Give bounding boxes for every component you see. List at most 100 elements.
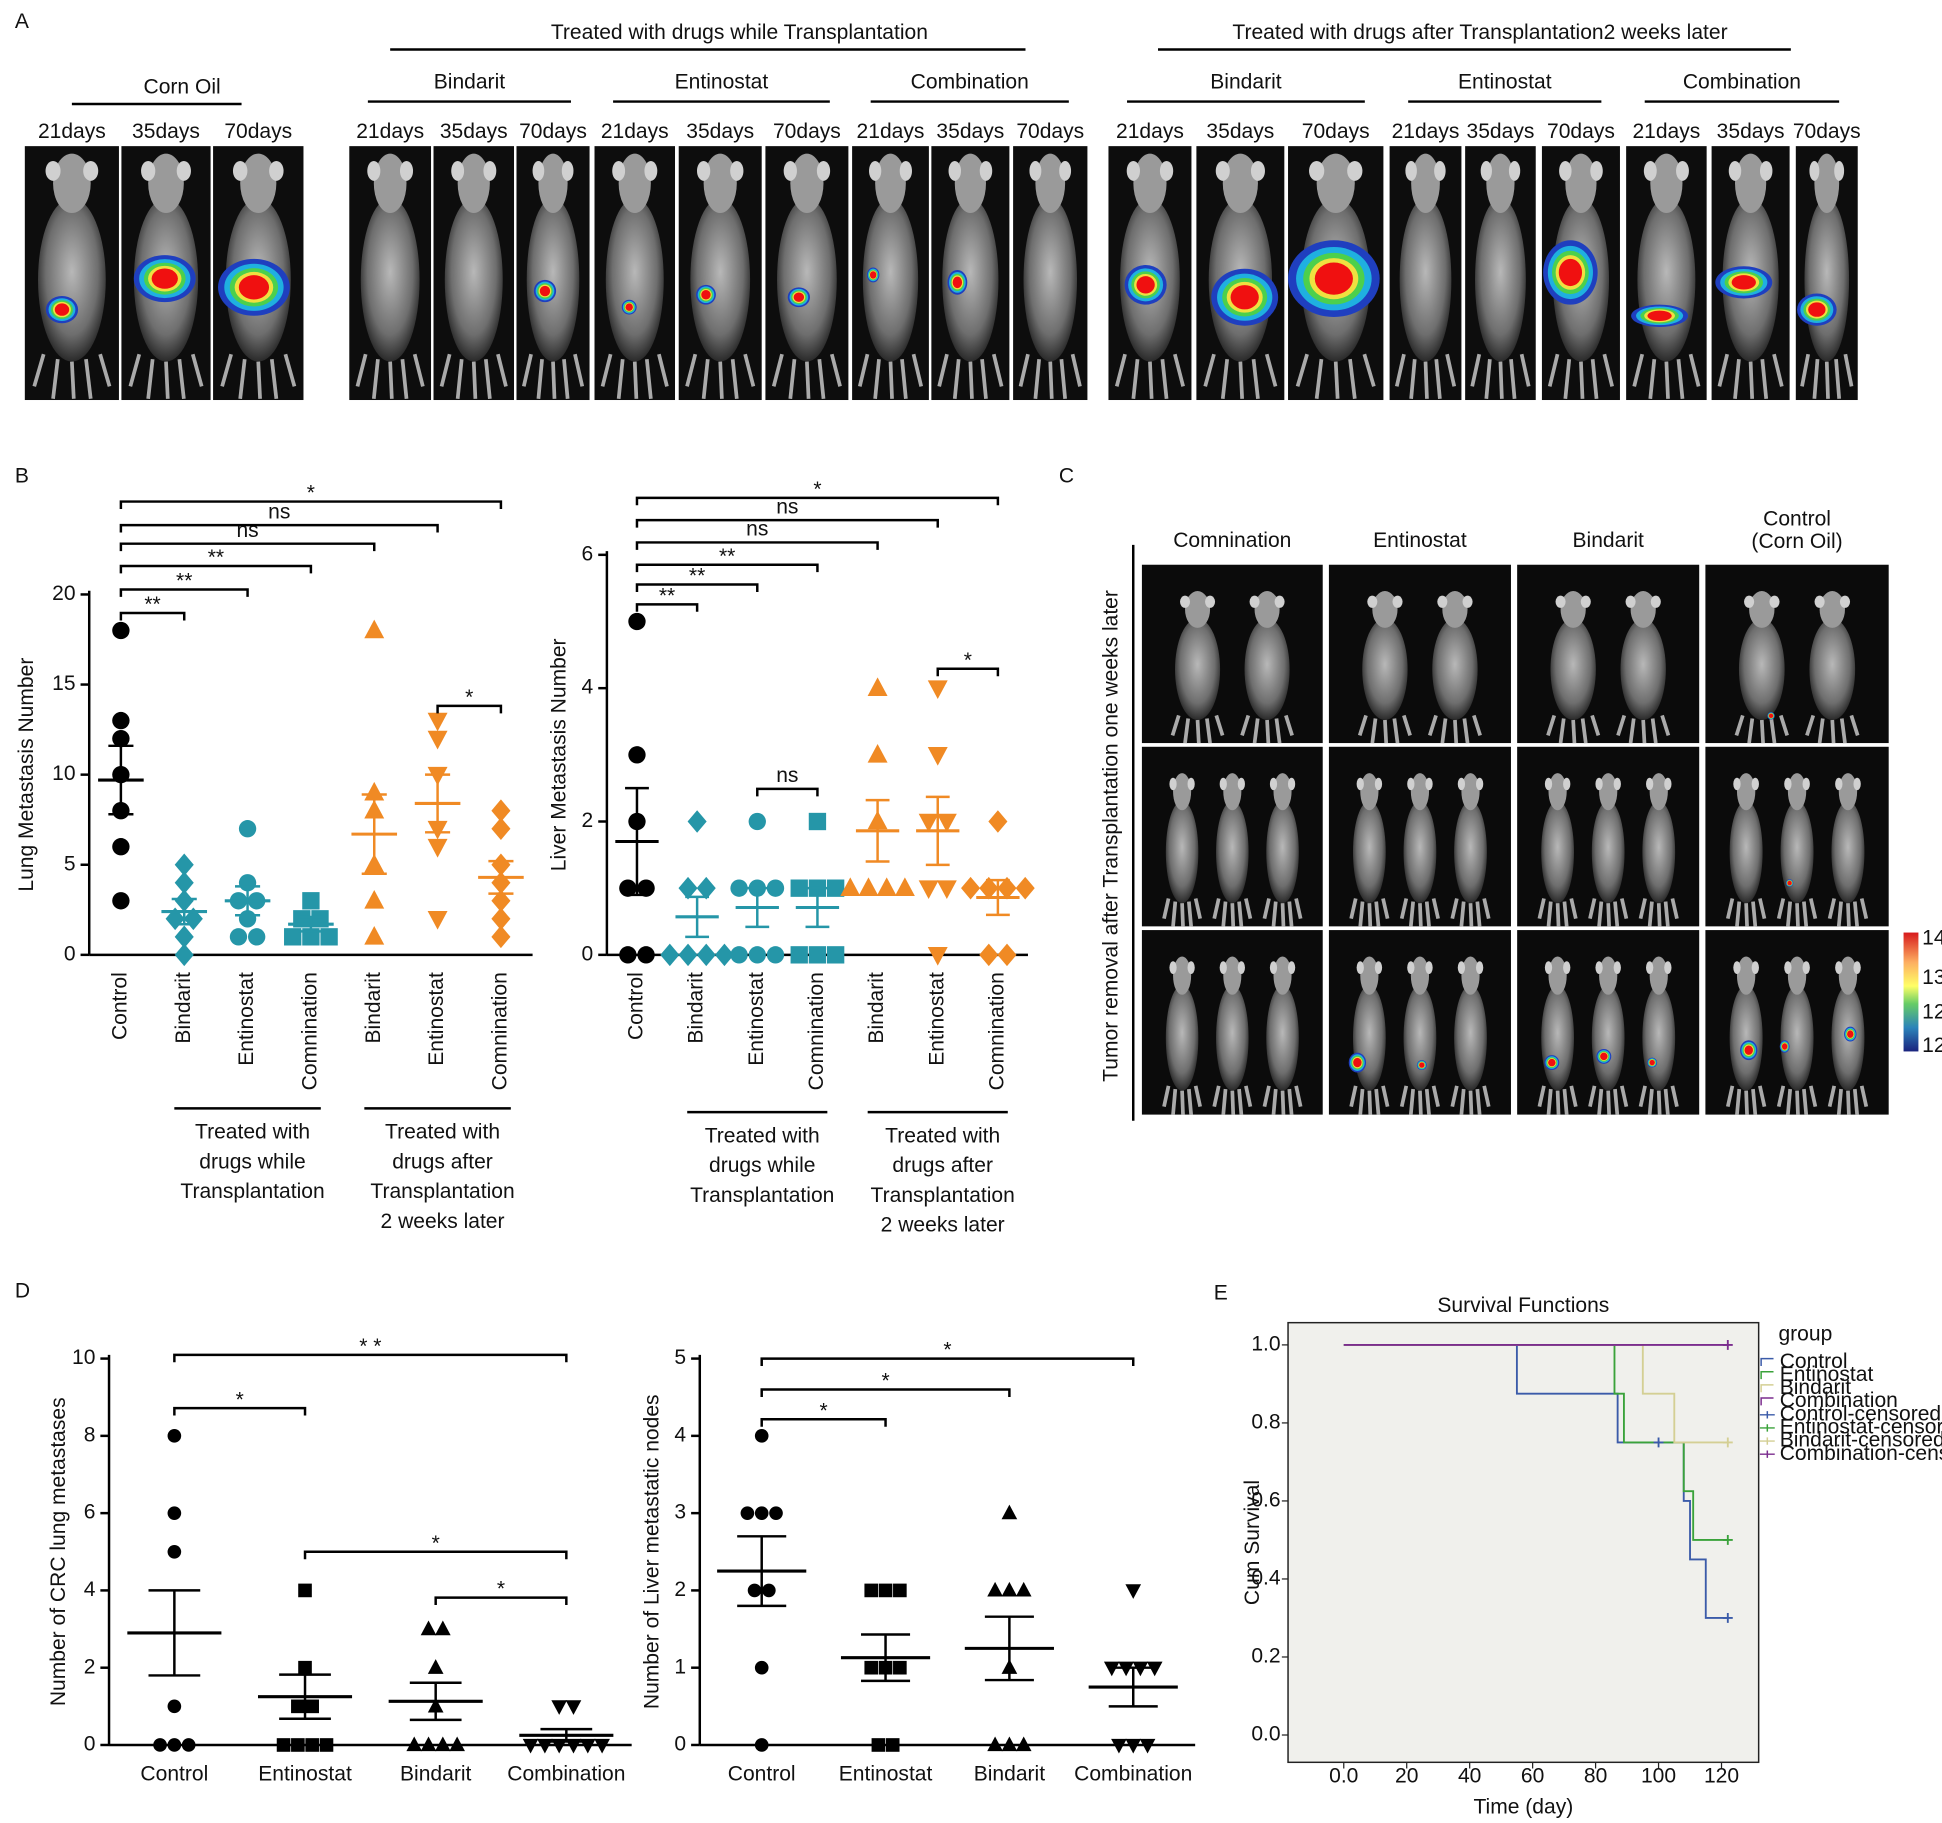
mouse-ear (269, 160, 284, 181)
mouse-body (1454, 985, 1487, 1091)
significance-bracket (119, 564, 313, 574)
point (619, 946, 637, 964)
mouse-body (1475, 198, 1526, 362)
mouse-body (1432, 618, 1478, 721)
mouse-head (1185, 591, 1211, 628)
mouse-limb (1663, 901, 1670, 927)
mouse-limb (1205, 718, 1212, 744)
mouse-limb (1193, 898, 1202, 920)
mouse-limb (1070, 353, 1082, 387)
mouse-ear (1187, 777, 1195, 791)
mouse-ear (1835, 777, 1843, 791)
mouse-limb (1274, 718, 1282, 744)
mouse-head (1819, 591, 1845, 628)
group-label: drugs after (392, 1150, 493, 1173)
mouse-ear (1733, 777, 1741, 791)
error-bar (685, 895, 710, 939)
point (427, 730, 448, 750)
point (449, 1736, 465, 1752)
mouse-ear (1237, 961, 1245, 975)
mouse-limb (1656, 1090, 1662, 1115)
mouse-limb (1748, 361, 1755, 399)
mouse-limb (1776, 898, 1786, 920)
significance-bracket (635, 496, 1000, 506)
censor-mark (1722, 1437, 1733, 1448)
point (427, 712, 448, 732)
mouse-limb (1751, 1088, 1758, 1115)
mouse-limb (1647, 901, 1654, 927)
mouse (937, 153, 1004, 399)
mouse-head (53, 153, 91, 214)
x-tick-label: 80 (1584, 1765, 1607, 1788)
group-label: drugs while (199, 1150, 305, 1173)
y-tick-label: 0.8 (1251, 1410, 1280, 1433)
mouse-limb (1237, 1088, 1244, 1115)
mouse-limb (1660, 714, 1671, 736)
mouse-limb (1431, 1085, 1440, 1108)
mouse-body (1541, 985, 1574, 1091)
mouse-body (1729, 800, 1763, 904)
mouse-head (148, 153, 184, 214)
mouse-limb (1265, 719, 1271, 744)
mouse-limb (1688, 353, 1701, 387)
point (427, 911, 448, 930)
mouse-limb (1358, 901, 1365, 927)
x-tick-label: 120 (1704, 1765, 1739, 1788)
point (878, 1583, 893, 1598)
mouse-limb (1244, 1085, 1253, 1108)
point (420, 1736, 437, 1752)
significance-label: * (497, 1578, 505, 1601)
mouse-limb (1769, 718, 1777, 744)
mouse-head (1410, 956, 1430, 995)
mouse-head (1838, 956, 1858, 995)
mouse-limb (1314, 358, 1324, 400)
mouse (1399, 956, 1440, 1115)
error-bar (108, 744, 134, 816)
mouse-limb (1048, 361, 1054, 399)
column-label: Control (1763, 508, 1831, 531)
mouse-head (1461, 956, 1480, 995)
mouse-limb (1230, 1090, 1236, 1115)
mouse (1162, 773, 1202, 927)
mouse-ear (948, 160, 962, 181)
point (174, 943, 194, 967)
error-bar (861, 1633, 911, 1683)
mouse-ear (1374, 777, 1383, 791)
mouse-limb (1408, 901, 1415, 927)
mouse-ear (1269, 777, 1278, 791)
mouse-limb (1162, 1085, 1171, 1108)
signal (625, 303, 633, 311)
y-tick-label: 5 (674, 1346, 686, 1369)
point (754, 1738, 769, 1752)
mouse-ear (83, 160, 99, 181)
significance-label: * (307, 482, 315, 505)
mouse-limb (1638, 1085, 1647, 1108)
mouse-ear (644, 160, 658, 181)
mouse-limb (1271, 901, 1278, 927)
day-label: 21days (601, 120, 669, 143)
point (238, 820, 257, 838)
point (181, 1738, 196, 1752)
mouse-body (1399, 198, 1452, 362)
significance-label: * * (359, 1335, 381, 1358)
mouse-head (1838, 773, 1858, 811)
mouse-limb (1392, 718, 1400, 744)
signal (1600, 1052, 1608, 1061)
group-label: Transplantation (871, 1184, 1015, 1207)
mouse-limb (51, 358, 60, 400)
signal (1558, 258, 1583, 287)
mouse (1588, 773, 1629, 927)
mouse-body (1165, 985, 1199, 1091)
mouse-limb (1399, 1085, 1409, 1108)
point (1015, 876, 1035, 900)
mouse-limb (1555, 1090, 1561, 1115)
mouse-limb (1569, 1085, 1578, 1108)
y-tick-label: 6 (84, 1501, 96, 1524)
mouse-limb (1221, 1088, 1228, 1115)
point (927, 680, 948, 700)
mouse-limb (1333, 361, 1340, 399)
significance-bracket (119, 500, 503, 510)
mouse-limb (1294, 898, 1303, 920)
mouse-head (1486, 153, 1515, 214)
